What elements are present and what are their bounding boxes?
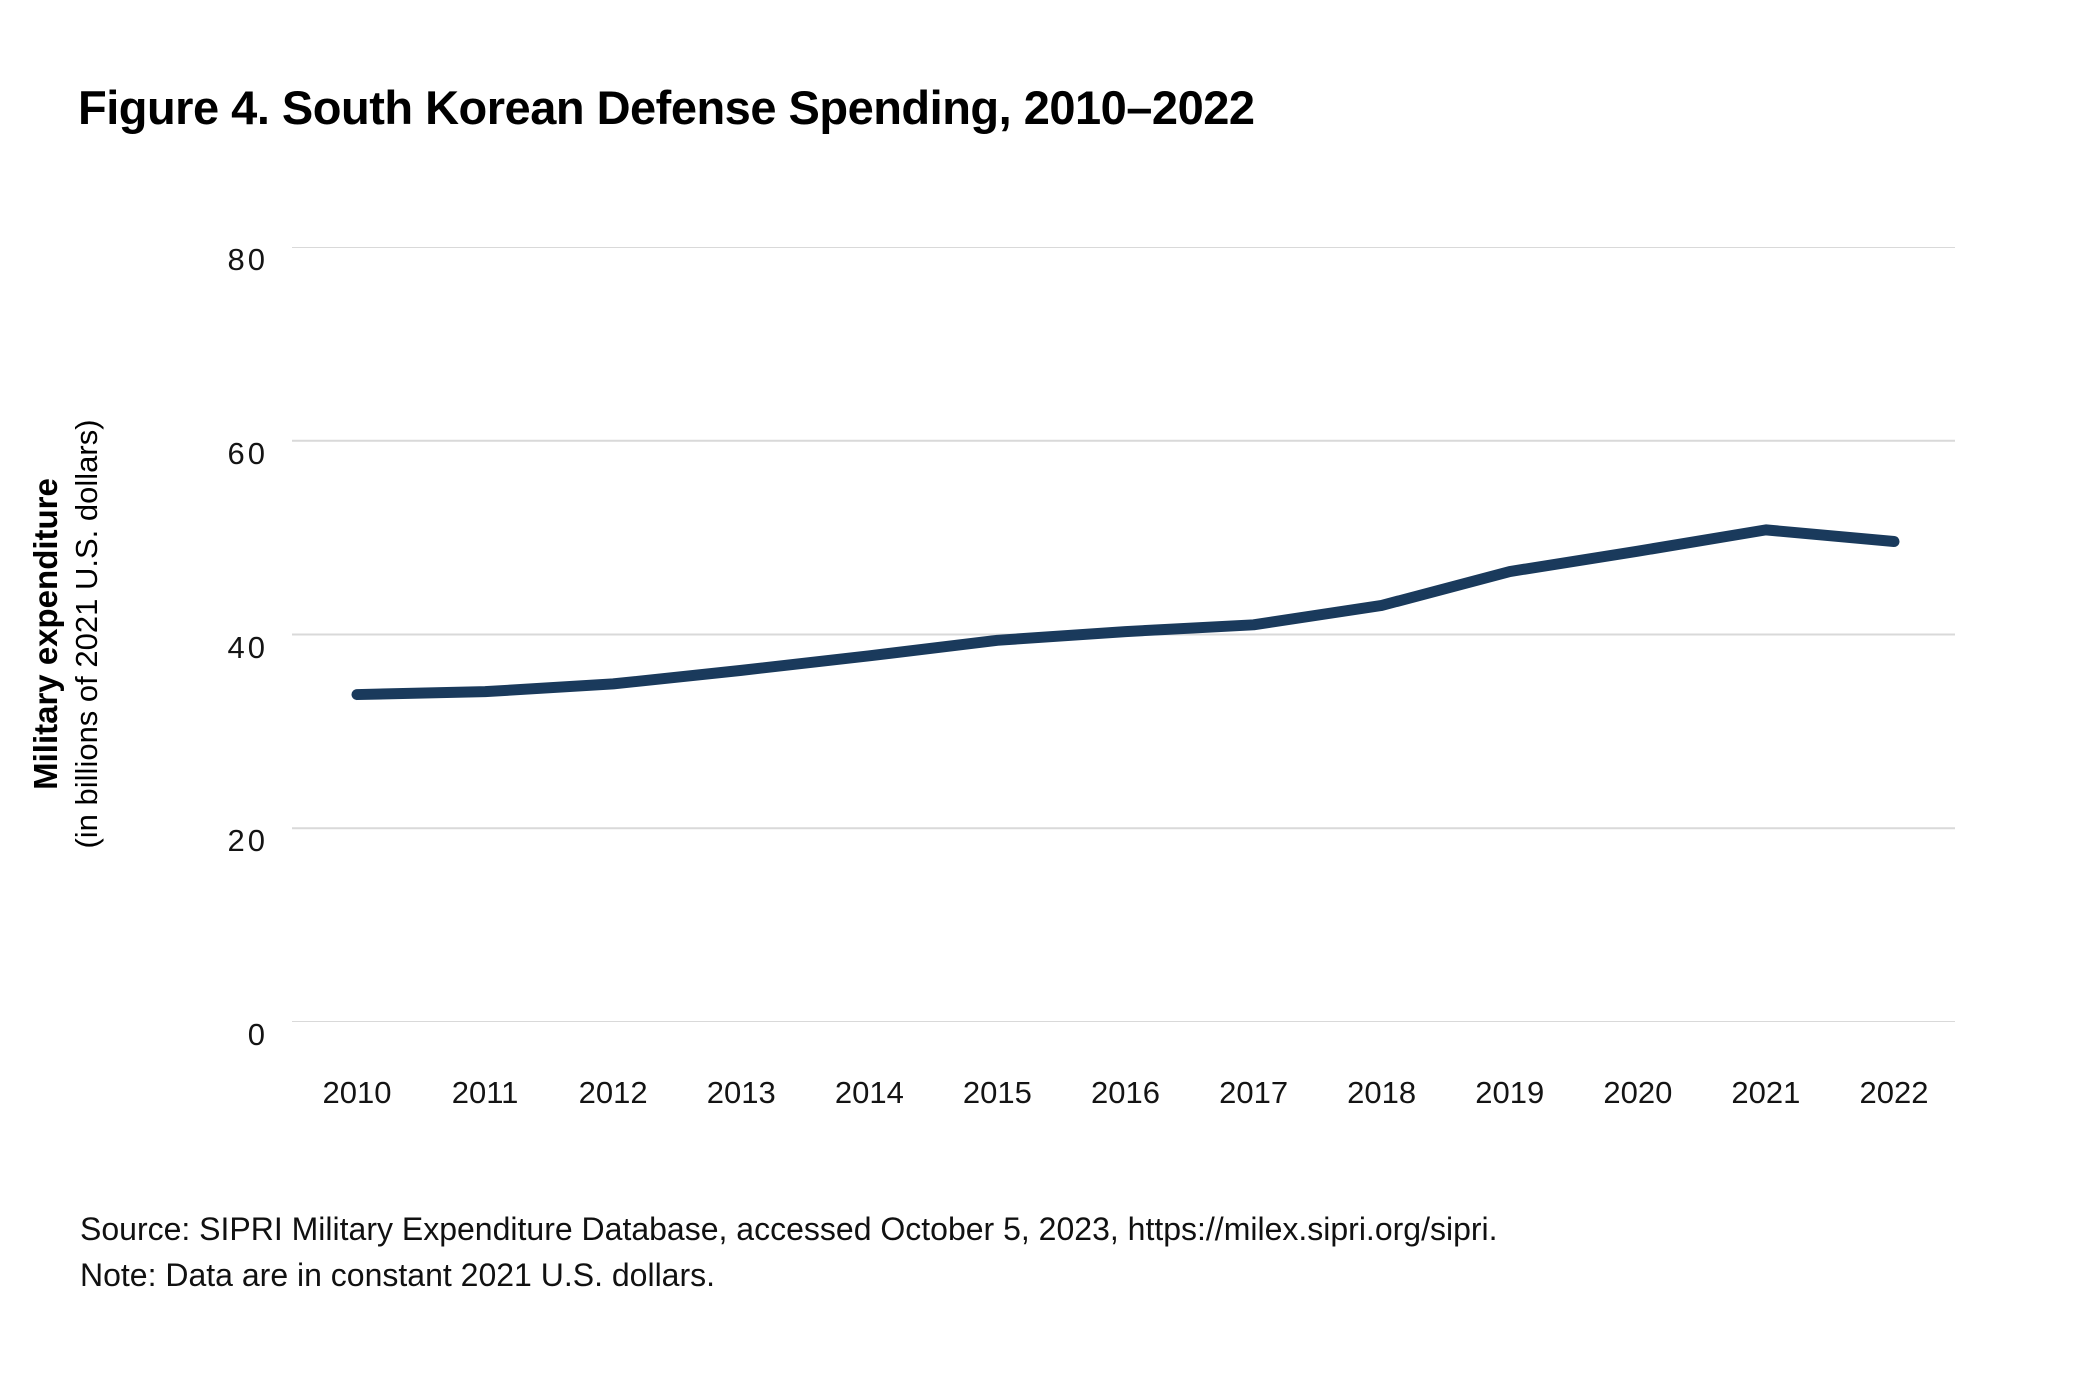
y-tick-label-20: 20 [227,823,268,859]
x-tick-label-2012: 2012 [578,1075,648,1110]
y-axis-tick-labels: 0 20 40 60 80 [0,0,268,1379]
y-tick-label-40: 40 [227,629,268,665]
figure-title: Figure 4. South Korean Defense Spending,… [78,81,1255,134]
note-text: Note: Data are in constant 2021 U.S. dol… [80,1257,716,1294]
x-tick-label-2013: 2013 [706,1075,776,1110]
data-line-south-korean-military-expenditure [351,524,1900,701]
y-tick-label-0: 0 [247,1017,268,1052]
x-tick-label-2014: 2014 [834,1075,904,1110]
y-tick-label-60: 60 [227,435,268,471]
figure-caption: Source: SIPRI Military Expenditure Datab… [80,1206,1498,1298]
y-tick-label-80: 80 [227,242,268,277]
x-tick-label-2011: 2011 [451,1075,519,1110]
source-text: Source: SIPRI Military Expenditure Datab… [80,1211,1498,1247]
x-tick-label-2021: 2021 [1731,1075,1801,1110]
x-tick-label-2010: 2010 [322,1075,392,1110]
x-tick-label-2022: 2022 [1859,1075,1929,1110]
x-tick-label-2016: 2016 [1091,1075,1160,1110]
x-tick-label-2017: 2017 [1219,1075,1289,1110]
x-tick-label-2015: 2015 [962,1075,1032,1110]
x-tick-label-2020: 2020 [1603,1075,1673,1110]
chart-canvas [292,247,1955,1022]
x-tick-label-2018: 2018 [1347,1075,1417,1110]
plot-area [292,247,1955,1022]
x-tick-label-2019: 2019 [1475,1075,1545,1110]
